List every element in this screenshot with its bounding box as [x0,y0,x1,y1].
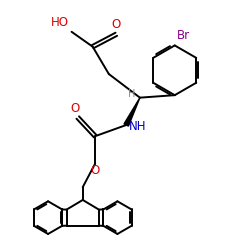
Text: Br: Br [177,29,190,42]
Text: O: O [112,18,121,31]
Text: O: O [71,102,80,114]
Text: H: H [128,89,136,99]
Polygon shape [124,98,140,126]
Text: HO: HO [50,16,68,29]
Text: O: O [90,164,100,176]
Text: NH: NH [129,120,147,133]
